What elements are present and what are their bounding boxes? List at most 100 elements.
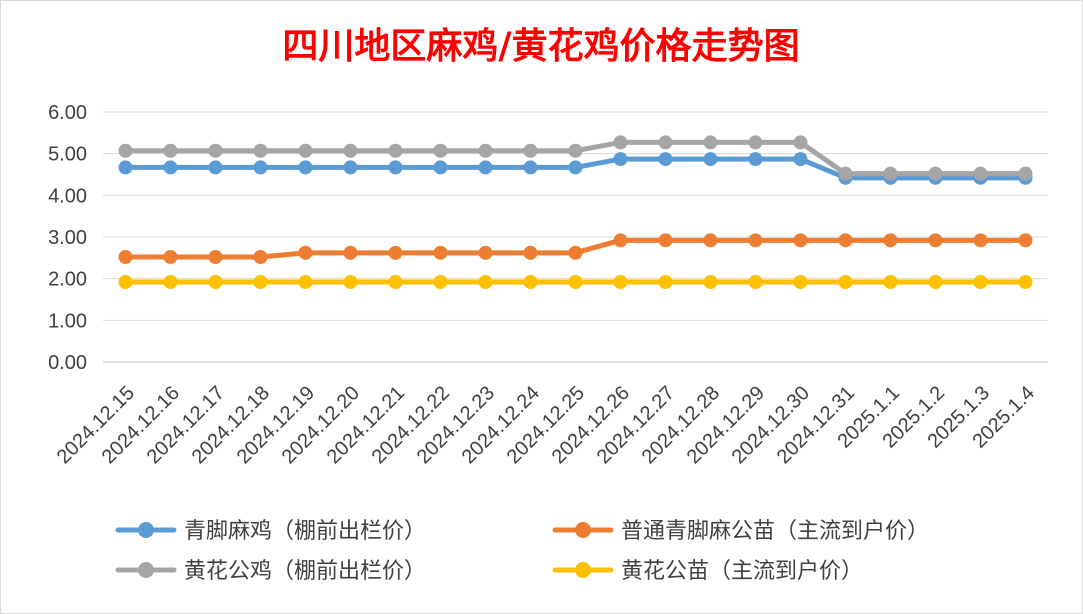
data-point xyxy=(163,275,178,289)
data-point xyxy=(973,275,988,289)
data-point xyxy=(793,233,808,248)
data-point xyxy=(748,135,763,150)
y-tick-label: 2.00 xyxy=(48,269,87,291)
data-point xyxy=(343,143,358,158)
data-point xyxy=(478,245,493,260)
data-point xyxy=(253,275,268,289)
data-point xyxy=(1018,166,1033,181)
data-point xyxy=(298,143,313,158)
data-point xyxy=(388,160,403,175)
data-point xyxy=(253,160,268,175)
legend: 青脚麻鸡（棚前出栏价） 普通青脚麻公苗（主流到户价） 黄花公鸡（棚前出栏价） 黄花公苗… xyxy=(115,519,929,584)
data-point xyxy=(658,233,673,248)
y-tick-label: 1.00 xyxy=(48,310,87,332)
chart-title: 四川地区麻鸡/黄花鸡价格走势图 xyxy=(282,25,799,67)
data-point xyxy=(613,233,628,248)
y-tick-label: 6.00 xyxy=(48,102,87,124)
data-point xyxy=(433,143,448,158)
legend-label: 普通青脚麻公苗（主流到户价） xyxy=(621,519,929,544)
data-point xyxy=(658,152,673,167)
data-point xyxy=(343,160,358,175)
data-point xyxy=(703,135,718,150)
legend-item: 青脚麻鸡（棚前出栏价） xyxy=(115,519,426,544)
data-point xyxy=(523,275,538,289)
legend-item: 黄花公鸡（棚前出栏价） xyxy=(115,559,426,584)
data-point xyxy=(208,275,223,289)
legend-marker xyxy=(138,522,154,538)
data-point xyxy=(298,275,313,289)
legend-marker xyxy=(138,562,154,578)
data-point xyxy=(613,275,628,289)
data-point xyxy=(838,275,853,289)
data-point xyxy=(838,166,853,181)
data-point xyxy=(658,275,673,289)
data-point xyxy=(793,152,808,167)
data-point xyxy=(928,275,943,289)
data-point xyxy=(118,160,133,175)
data-point xyxy=(748,233,763,248)
data-point xyxy=(793,135,808,150)
data-point xyxy=(613,135,628,150)
data-point xyxy=(118,250,133,264)
data-point xyxy=(1018,233,1033,248)
data-point xyxy=(433,275,448,289)
data-point xyxy=(748,275,763,289)
legend-marker xyxy=(575,522,591,538)
data-point xyxy=(883,275,898,289)
data-point xyxy=(883,166,898,181)
data-point xyxy=(163,160,178,175)
data-point xyxy=(388,143,403,158)
data-point xyxy=(523,143,538,158)
series-4 xyxy=(118,275,1033,289)
data-point xyxy=(568,275,583,289)
y-tick-label: 0.00 xyxy=(48,352,87,374)
series-lines xyxy=(118,135,1033,289)
data-point xyxy=(433,245,448,260)
legend-label: 青脚麻鸡（棚前出栏价） xyxy=(184,519,426,544)
data-point xyxy=(793,275,808,289)
data-point xyxy=(748,152,763,167)
data-point xyxy=(883,233,898,248)
data-point xyxy=(928,233,943,248)
data-point xyxy=(388,245,403,260)
data-point xyxy=(1018,275,1033,289)
series-3 xyxy=(118,135,1033,181)
data-point xyxy=(253,143,268,158)
data-point xyxy=(163,250,178,264)
y-tick-label: 3.00 xyxy=(48,227,87,249)
data-point xyxy=(523,160,538,175)
data-point xyxy=(613,152,628,167)
data-point xyxy=(568,245,583,260)
legend-label: 黄花公鸡（棚前出栏价） xyxy=(184,559,426,584)
data-point xyxy=(703,275,718,289)
y-tick-label: 5.00 xyxy=(48,144,87,166)
legend-label: 黄花公苗（主流到户价） xyxy=(621,559,863,584)
data-point xyxy=(478,275,493,289)
data-point xyxy=(838,233,853,248)
series-2 xyxy=(118,233,1033,264)
data-point xyxy=(973,166,988,181)
data-point xyxy=(118,143,133,158)
data-point xyxy=(523,245,538,260)
data-point xyxy=(973,233,988,248)
data-point xyxy=(478,160,493,175)
data-point xyxy=(253,250,268,264)
y-axis-ticks: 0.00 1.00 2.00 3.00 4.00 5.00 6.00 xyxy=(48,102,87,374)
data-point xyxy=(343,245,358,260)
data-point xyxy=(433,160,448,175)
data-point xyxy=(118,275,133,289)
data-point xyxy=(568,143,583,158)
data-point xyxy=(388,275,403,289)
data-point xyxy=(343,275,358,289)
legend-item: 黄花公苗（主流到户价） xyxy=(552,559,863,584)
legend-marker xyxy=(575,562,591,578)
data-point xyxy=(703,233,718,248)
y-tick-label: 4.00 xyxy=(48,185,87,207)
data-point xyxy=(298,245,313,260)
legend-item: 普通青脚麻公苗（主流到户价） xyxy=(552,519,929,544)
data-point xyxy=(208,250,223,264)
data-point xyxy=(478,143,493,158)
